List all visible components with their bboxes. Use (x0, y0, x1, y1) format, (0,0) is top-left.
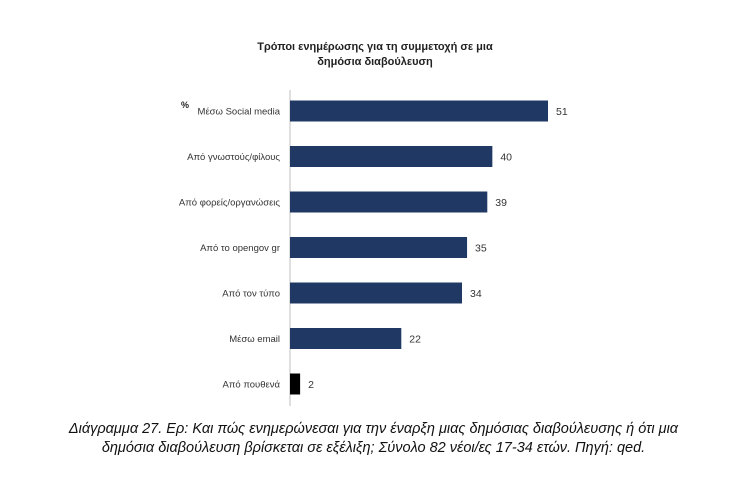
category-label-5: Μέσω email (229, 334, 280, 345)
value-label-4: 34 (470, 288, 482, 300)
value-label-6: 2 (308, 379, 314, 391)
value-label-3: 35 (475, 243, 487, 255)
category-label-1: Από γνωστούς/φίλους (187, 152, 280, 163)
bar-1 (290, 146, 493, 167)
bar-0 (290, 100, 548, 122)
chart-title: Τρόποι ενημέρωσης για τη συμμετοχή σε μι… (170, 40, 580, 70)
bar-3 (290, 237, 468, 258)
value-label-2: 39 (495, 197, 507, 209)
chart-title-line-1: Τρόποι ενημέρωσης για τη συμμετοχή σε μι… (257, 41, 493, 53)
bar-6 (290, 373, 301, 395)
value-label-0: 51 (556, 106, 568, 118)
category-label-3: Από το opengov gr (200, 243, 280, 254)
caption-line-1: Διάγραμμα 27. Ερ: Και πώς ενημερώνεσαι γ… (68, 421, 679, 437)
bar-4 (290, 282, 462, 304)
category-label-4: Από τον τύπο (222, 289, 280, 300)
bar-5 (290, 328, 402, 349)
value-label-5: 22 (409, 334, 421, 346)
chart-title-line-2: δημόσια διαβούλευση (317, 56, 433, 68)
category-label-2: Από φορείς/οργανώσεις (179, 198, 281, 209)
category-label-6: Από πουθενά (223, 380, 281, 391)
figure-caption: Διάγραμμα 27. Ερ: Και πώς ενημερώνεσαι γ… (10, 420, 737, 458)
category-label-0: Μέσω Social media (198, 107, 281, 118)
value-label-1: 40 (500, 152, 512, 164)
caption-line-2: δημόσια διαβούλευση βρίσκεται σε εξέλιξη… (101, 440, 646, 456)
bar-2 (290, 191, 488, 213)
unit-label: % (181, 100, 189, 110)
bar-chart: % Μέσω Social media 51 Από γνωστούς/φίλους… (179, 90, 568, 406)
